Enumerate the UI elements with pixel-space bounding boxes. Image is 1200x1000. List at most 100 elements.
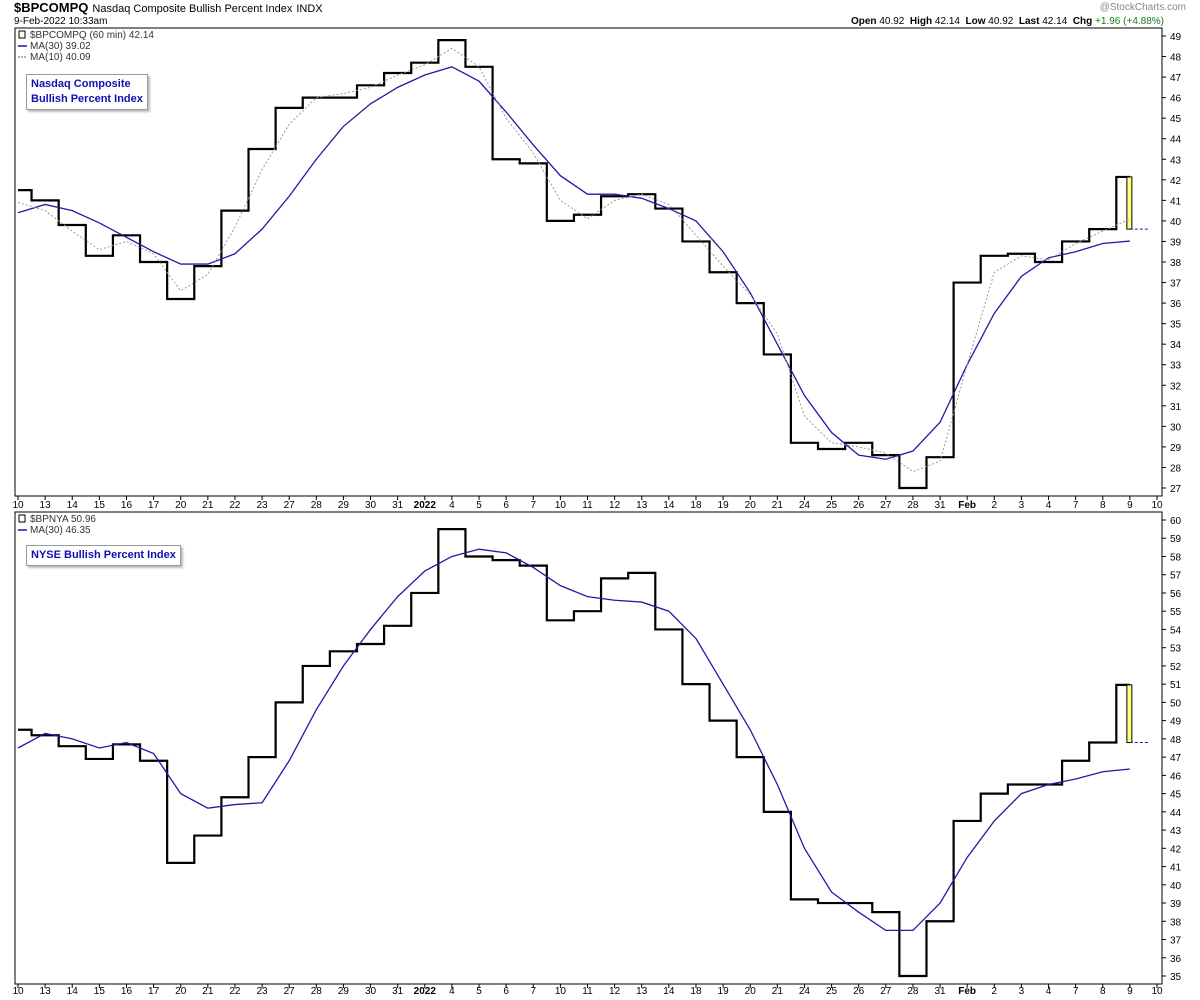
panel1-label-line1: Nasdaq Composite — [31, 78, 131, 90]
panel2-ytick-label: 47 — [1170, 753, 1182, 764]
panel1-ytick-label: 39 — [1170, 237, 1182, 248]
panel2-xtick-label: 26 — [853, 986, 865, 997]
panel2-xtick-label: 27 — [880, 986, 892, 997]
panel1-ytick-label: 42 — [1170, 176, 1182, 187]
panel1-ma10-line — [17, 47, 1131, 473]
open-label: Open — [850, 16, 877, 27]
panel2-xtick-label: 14 — [663, 986, 675, 997]
chart-symbol: $BPCOMPQ Nasdaq Composite Bullish Percent… — [14, 0, 323, 15]
panel1-xtick-label: 5 — [476, 500, 482, 511]
panel2-ytick-label: 60 — [1170, 516, 1182, 527]
panel1-xtick-label: 18 — [690, 500, 702, 511]
panel2-xtick-label: 25 — [826, 986, 838, 997]
panel2-xtick-label: 17 — [148, 986, 160, 997]
panel2-xtick-label: 20 — [745, 986, 757, 997]
panel2-price-line — [18, 528, 1130, 978]
panel1-xtick-label: 4 — [449, 500, 455, 511]
panel2-ytick-label: 59 — [1170, 534, 1182, 545]
panel1-ytick-label: 34 — [1170, 340, 1182, 351]
panel1-ytick-label: 49 — [1170, 32, 1182, 43]
panel1-xtick-label: 27 — [880, 500, 892, 511]
panel1-ytick-label: 35 — [1170, 320, 1182, 331]
panel1-xtick-label: 3 — [1019, 500, 1025, 511]
panel1-xtick-label: 13 — [40, 500, 52, 511]
panel2-xtick-label: 27 — [284, 986, 296, 997]
panel2-xtick-label: 6 — [503, 986, 509, 997]
panel2-xtick-label: 24 — [799, 986, 811, 997]
panel1-ytick-label: 43 — [1170, 155, 1182, 166]
panel1-ma30-line — [17, 66, 1130, 460]
low-label: Low — [965, 16, 986, 27]
panel1-legend-entry: $BPCOMPQ (60 min) 42.14 — [30, 30, 154, 41]
panel2-xtick-label: 8 — [1100, 986, 1106, 997]
panel2-ytick-label: 38 — [1170, 917, 1182, 928]
panel2-xtick-label: Feb — [958, 986, 976, 997]
panel2-xtick-label: 3 — [1019, 986, 1025, 997]
panel2-ytick-label: 35 — [1170, 972, 1182, 983]
panel2-xtick-label: 20 — [175, 986, 187, 997]
panel2-xtick-label: 10 — [12, 986, 24, 997]
panel1-last-candle — [1126, 176, 1133, 230]
panel1-price-line — [18, 39, 1130, 490]
panel2-xtick-label: 31 — [934, 986, 946, 997]
panel1-frame — [14, 27, 1163, 497]
panel1-xtick-label: 17 — [148, 500, 160, 511]
panel1-ytick-label: 37 — [1170, 279, 1182, 290]
panel1-xtick-label: 7 — [530, 500, 536, 511]
panel1-ytick-label: 41 — [1170, 196, 1182, 207]
panel1-xtick-label: 2 — [992, 500, 998, 511]
panel2-xtick-label: 15 — [94, 986, 106, 997]
panel2-plot: 3536373839404142434445464748495051525354… — [12, 511, 1182, 997]
panel2-xtick-label: 2022 — [414, 986, 437, 997]
panel1-ytick-label: 33 — [1170, 361, 1182, 372]
panel1-xtick-label: 8 — [1100, 500, 1106, 511]
panel2-xtick-label: 14 — [67, 986, 79, 997]
panel2-ytick-label: 41 — [1170, 863, 1182, 874]
panel1-xtick-label: 2022 — [414, 500, 437, 511]
panel1-xtick-label: 9 — [1127, 500, 1133, 511]
panel1-xtick-label: 20 — [745, 500, 757, 511]
quote-summary: Open 40.92 High 42.14 Low 40.92 Last 42.… — [851, 16, 1164, 27]
panel1-xtick-label: 14 — [663, 500, 675, 511]
panel1-xtick-label: 14 — [67, 500, 79, 511]
panel2-xtick-label: 21 — [772, 986, 784, 997]
panel1-xtick-label: 23 — [257, 500, 269, 511]
last-value: 42.14 — [1042, 16, 1068, 27]
high-label: High — [909, 16, 933, 27]
panel2-ytick-label: 37 — [1170, 936, 1182, 947]
panel2-ytick-label: 45 — [1170, 790, 1182, 801]
panel1-plot: 2728293031323334353637383940414243444546… — [12, 27, 1182, 511]
panel1-xtick-label: 25 — [826, 500, 838, 511]
high-value: 42.14 — [934, 16, 960, 27]
panel1-xtick-label: 21 — [202, 500, 214, 511]
panel2-xtick-label: 19 — [718, 986, 730, 997]
panel1-xtick-label: 24 — [799, 500, 811, 511]
panel2-xtick-label: 30 — [365, 986, 377, 997]
panel1-ytick-label: 40 — [1170, 217, 1182, 228]
panel2-xtick-label: 7 — [530, 986, 536, 997]
panel2-ytick-label: 42 — [1170, 844, 1182, 855]
panel1-ytick-label: 32 — [1170, 381, 1182, 392]
panel1-xtick-label: 10 — [12, 500, 24, 511]
open-value: 40.92 — [879, 16, 905, 27]
panel2-ma30-line — [17, 548, 1130, 932]
panel2-xtick-label: 31 — [392, 986, 404, 997]
panel2-ytick-label: 44 — [1170, 808, 1182, 819]
panel2-label-line1: NYSE Bullish Percent Index — [31, 549, 176, 561]
panel2-xtick-label: 10 — [1151, 986, 1163, 997]
panel1-ytick-label: 28 — [1170, 463, 1182, 474]
panel2-ytick-label: 50 — [1170, 698, 1182, 709]
panel2-xtick-label: 11 — [582, 986, 593, 997]
panel1-ytick-label: 48 — [1170, 53, 1182, 64]
panel2-ytick-label: 54 — [1170, 625, 1182, 636]
panel2-ytick-label: 55 — [1170, 607, 1182, 618]
panel2-xtick-label: 16 — [121, 986, 133, 997]
panel1-legend-candle-icon — [18, 30, 26, 39]
panel1-ytick-label: 44 — [1170, 135, 1182, 146]
panel2-ytick-label: 51 — [1170, 680, 1182, 691]
panel2-xtick-label: 22 — [229, 986, 241, 997]
panel2-ytick-label: 40 — [1170, 881, 1182, 892]
panel1-xtick-label: 13 — [636, 500, 648, 511]
panel1-xtick-label: 31 — [934, 500, 946, 511]
